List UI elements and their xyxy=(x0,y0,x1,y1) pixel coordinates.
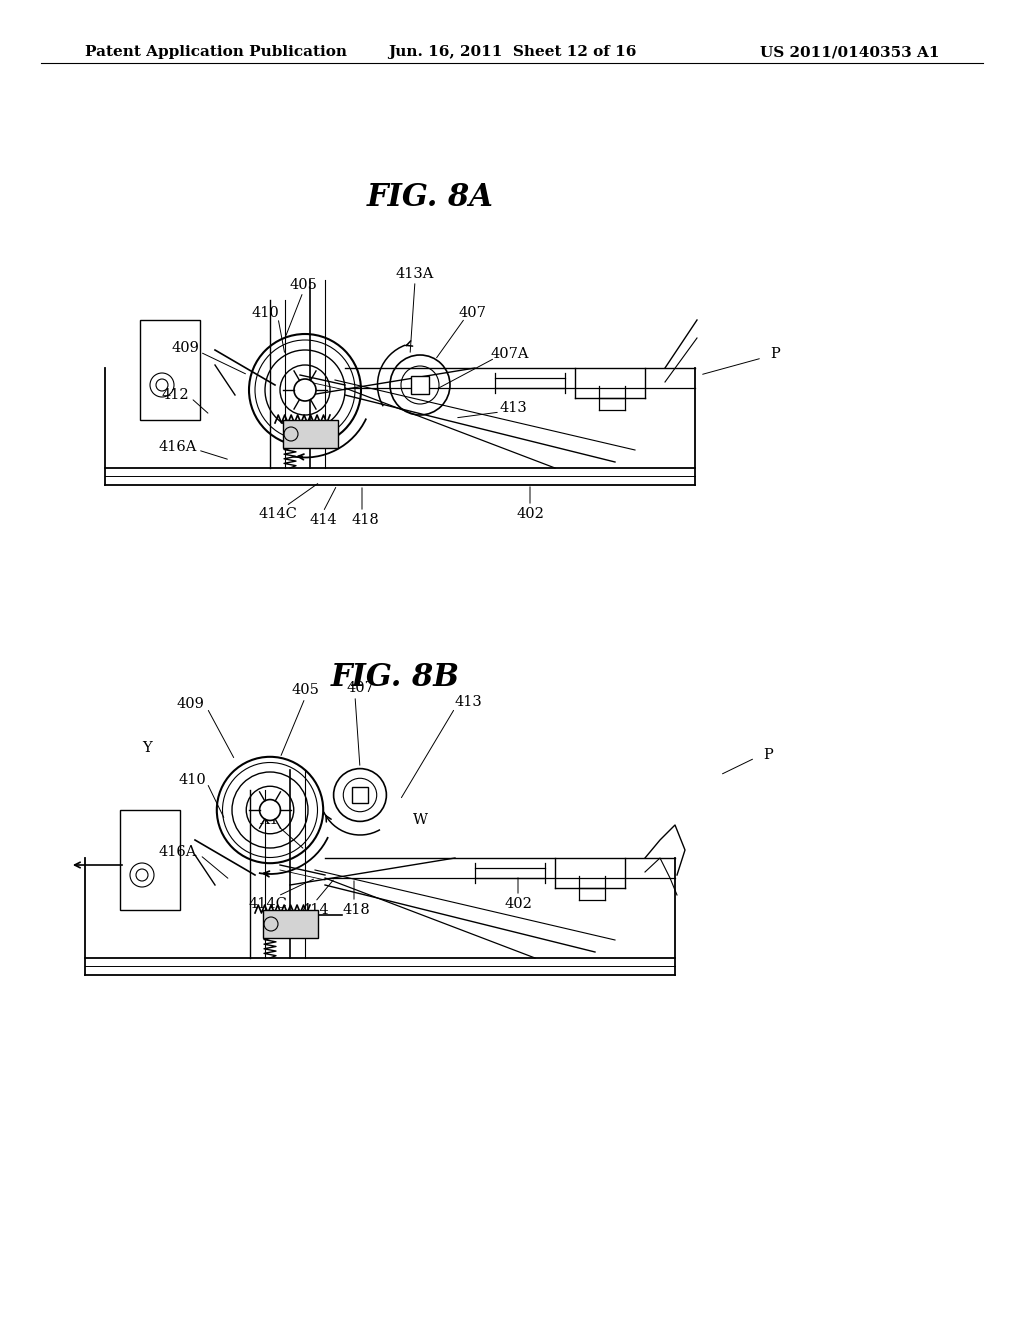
Text: 407: 407 xyxy=(346,681,374,696)
Text: 418: 418 xyxy=(342,903,370,917)
Text: 402: 402 xyxy=(504,898,531,911)
Text: 407: 407 xyxy=(458,306,486,319)
Text: 402: 402 xyxy=(516,507,544,521)
Text: 416A: 416A xyxy=(159,440,198,454)
Text: 413: 413 xyxy=(454,696,482,709)
Text: 410: 410 xyxy=(178,774,206,787)
Text: 414: 414 xyxy=(301,903,329,917)
Text: 414C: 414C xyxy=(249,898,288,911)
Text: 410: 410 xyxy=(251,306,279,319)
Text: 418: 418 xyxy=(351,513,379,527)
Text: 414C: 414C xyxy=(259,507,297,521)
Text: X1: X1 xyxy=(260,813,280,828)
Text: W: W xyxy=(413,813,427,828)
Text: Y: Y xyxy=(142,741,152,755)
Text: 405: 405 xyxy=(291,682,318,697)
Text: FIG. 8A: FIG. 8A xyxy=(367,182,494,214)
Bar xyxy=(120,810,180,909)
Text: 416A: 416A xyxy=(159,845,198,859)
Text: Patent Application Publication: Patent Application Publication xyxy=(85,45,347,59)
Text: P: P xyxy=(770,347,780,360)
Circle shape xyxy=(259,800,281,821)
Bar xyxy=(352,787,368,803)
Text: 409: 409 xyxy=(171,341,199,355)
Text: 412: 412 xyxy=(161,388,188,403)
Text: 407A: 407A xyxy=(490,347,529,360)
Circle shape xyxy=(294,379,316,401)
Text: 409: 409 xyxy=(176,697,204,711)
Bar xyxy=(411,376,429,393)
Text: US 2011/0140353 A1: US 2011/0140353 A1 xyxy=(760,45,939,59)
Bar xyxy=(140,319,200,420)
Text: Jun. 16, 2011  Sheet 12 of 16: Jun. 16, 2011 Sheet 12 of 16 xyxy=(388,45,636,59)
Text: 405: 405 xyxy=(289,279,317,292)
Text: 413: 413 xyxy=(499,401,527,414)
Text: 413A: 413A xyxy=(396,267,434,281)
Text: 414: 414 xyxy=(309,513,337,527)
Bar xyxy=(283,420,338,447)
Bar xyxy=(263,909,318,939)
Text: P: P xyxy=(763,748,773,762)
Text: FIG. 8B: FIG. 8B xyxy=(331,663,460,693)
